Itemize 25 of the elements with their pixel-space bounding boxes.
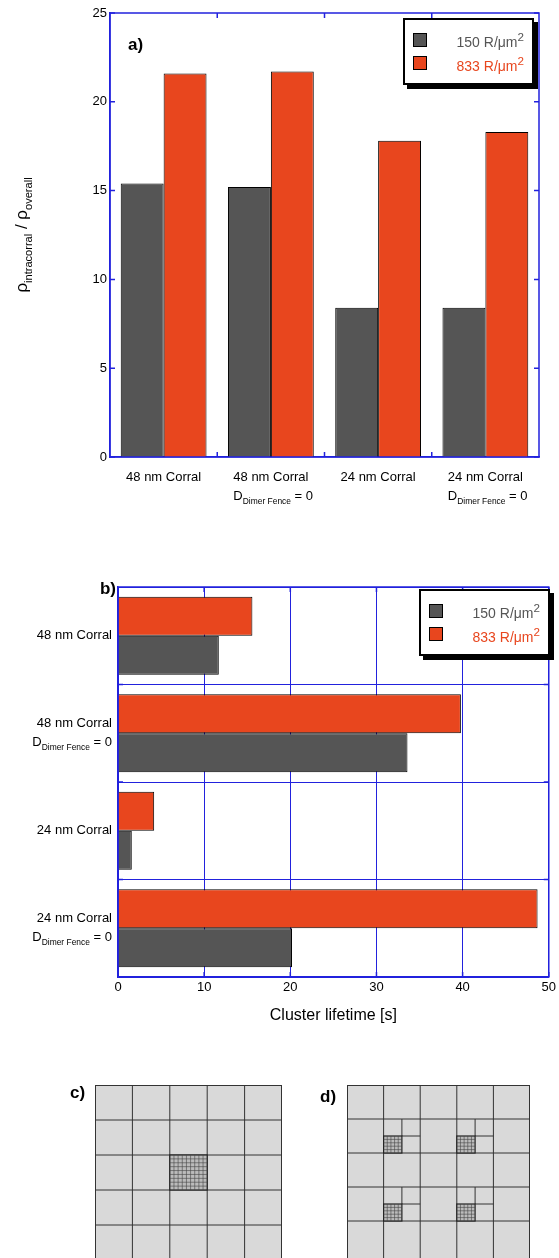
y-tick-label: 25 [92,4,107,20]
x-tick-label: 48 nm Corral [126,468,202,484]
legend-label: 833 R/μm$^{2}$ [456,53,524,74]
legend-label: 150 R/μm$^{2}$ [456,30,524,50]
x-tick-label: 24 nm Corral [340,468,416,484]
text: c) [70,1083,86,1103]
y-tick-label: 48 nm Corral [36,627,113,643]
chart-title: b) [99,578,116,598]
y-tick-label: 24 nm Corral [36,822,113,838]
x-tick-label: 20 [283,979,298,995]
text: a) [128,34,144,54]
legend-label: 150 R/μm$^{2}$ [472,601,540,621]
x-tick-label: 40 [455,979,470,995]
x-axis-title: Cluster lifetime [s] [269,1006,397,1024]
text: d) [320,1087,337,1107]
y-axis-title: ρintracorral / ρoverall [11,177,34,293]
y-tick-label: 0 [99,448,107,464]
y-tick-label: 20 [92,93,107,109]
x-tick-label: 10 [196,979,212,995]
x-tick-label: 50 [541,979,556,995]
legend-label: 833 R/μm$^{2}$ [472,624,540,645]
y-tick-label: 15 [92,182,107,198]
x-tick-label: 30 [369,979,384,995]
y-tick-label: 10 [92,270,107,286]
y-tick-label: 5 [99,359,107,375]
